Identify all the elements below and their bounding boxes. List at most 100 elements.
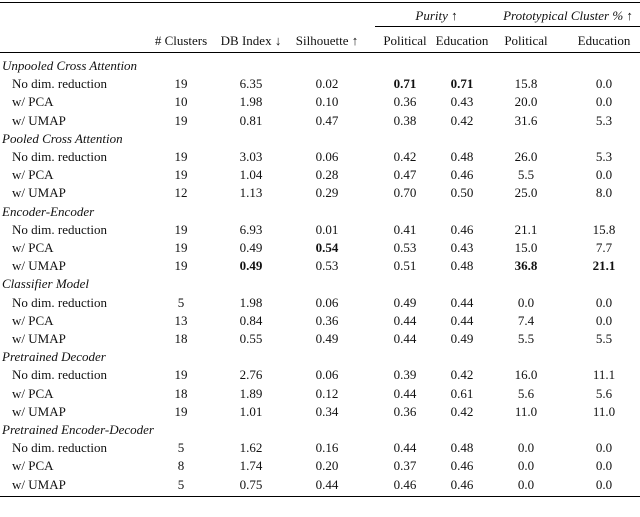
cell: 0.42: [450, 112, 474, 128]
cell: 5: [177, 294, 185, 310]
cell: 1.62: [239, 440, 263, 456]
cell: 0.44: [450, 312, 474, 328]
cell: 5.3: [595, 112, 613, 128]
cell: 5.6: [595, 385, 613, 401]
cell: 0.0: [595, 76, 613, 92]
cell: 0.44: [393, 385, 417, 401]
cell: 0.0: [595, 476, 613, 492]
row-label: w/ PCA: [12, 312, 54, 328]
cell: 0.0: [517, 458, 535, 474]
group-rule: [375, 26, 498, 27]
cell: 0.75: [239, 476, 263, 492]
section-title: Pooled Cross Attention: [2, 130, 123, 146]
cell: 11.1: [592, 367, 616, 383]
cell: 0.71: [393, 76, 417, 92]
cell: 1.74: [239, 458, 263, 474]
cell: 8.0: [595, 185, 613, 201]
cell: 0.48: [450, 440, 474, 456]
cell: 5.5: [595, 331, 613, 346]
cell: 0.36: [393, 403, 417, 419]
row-label: w/ PCA: [12, 385, 54, 401]
row-label: w/ UMAP: [12, 403, 66, 419]
cell: 0.49: [315, 331, 339, 346]
cell: 19: [174, 240, 188, 255]
cell: 0.47: [315, 112, 339, 128]
cell: 0.36: [315, 312, 339, 328]
cell: 0.10: [315, 94, 339, 110]
cell: 0.01: [315, 221, 339, 237]
cell: 15.8: [514, 76, 538, 92]
cell: 19: [174, 367, 188, 383]
top-rule: [0, 2, 640, 3]
cell: 0.53: [315, 258, 339, 274]
column-header: DB Index ↓: [220, 33, 282, 48]
cell: 7.4: [517, 312, 535, 328]
cell: 0.46: [450, 458, 474, 474]
cell: 0.84: [239, 312, 263, 328]
cell: 18: [174, 331, 188, 346]
row-label: w/ UMAP: [12, 258, 66, 274]
row-label: w/ PCA: [12, 94, 54, 110]
row-label: w/ UMAP: [12, 476, 66, 492]
cell: 0.46: [450, 167, 474, 183]
cell: 0.06: [315, 367, 339, 383]
section-title: Pretrained Decoder: [2, 349, 106, 365]
cell: 0.47: [393, 167, 417, 183]
cell: 0.46: [393, 476, 417, 492]
group-header: Purity ↑: [415, 8, 458, 23]
cell: 5: [177, 440, 185, 456]
cell: 0.49: [239, 240, 263, 255]
column-header: Education: [435, 33, 489, 48]
cell: 0.43: [450, 94, 474, 110]
cell: 0.12: [315, 385, 339, 401]
row-label: w/ PCA: [12, 167, 54, 183]
cell: 0.48: [450, 258, 474, 274]
cell: 0.54: [315, 240, 339, 255]
column-header: Political: [383, 33, 427, 48]
cell: 0.06: [315, 294, 339, 310]
cell: 0.51: [393, 258, 417, 274]
cell: 0.44: [393, 440, 417, 456]
cell: 0.0: [517, 440, 535, 456]
cell: 5.3: [595, 149, 613, 164]
cell: 0.70: [393, 185, 417, 201]
column-header: Education: [577, 33, 631, 48]
section-title: Unpooled Cross Attention: [2, 58, 138, 73]
cell: 0.28: [315, 167, 339, 183]
cell: 0.16: [315, 440, 339, 456]
section-title: Encoder-Encoder: [2, 203, 95, 219]
cell: 1.98: [239, 294, 263, 310]
cell: 0.49: [450, 331, 474, 346]
cell: 0.38: [393, 112, 417, 128]
cell: 0.29: [315, 185, 339, 201]
bottom-rule: [0, 496, 640, 497]
group-rule: [496, 26, 640, 27]
cell: 26.0: [514, 149, 538, 164]
cell: 3.03: [239, 149, 263, 164]
cell: 19: [174, 403, 188, 419]
cell: 19: [174, 149, 188, 164]
cell: 0.0: [595, 294, 613, 310]
cell: 0.46: [450, 476, 474, 492]
cell: 0.43: [450, 240, 474, 255]
cell: 6.35: [239, 76, 263, 92]
group-header: Prototypical Cluster % ↑: [503, 8, 633, 23]
row-label: No dim. reduction: [12, 76, 107, 92]
column-header: # Clusters: [154, 33, 208, 48]
cell: 5.5: [517, 167, 535, 183]
row-label: w/ UMAP: [12, 112, 66, 128]
cell: 0.34: [315, 403, 339, 419]
cell: 0.46: [450, 221, 474, 237]
cell: 8: [177, 458, 185, 474]
cell: 19: [174, 221, 188, 237]
cell: 0.02: [315, 76, 339, 92]
row-label: w/ UMAP: [12, 331, 66, 346]
cell: 0.42: [393, 149, 417, 164]
cell: 0.37: [393, 458, 417, 474]
cell: 0.20: [315, 458, 339, 474]
cell: 0.36: [393, 94, 417, 110]
cell: 19: [174, 258, 188, 274]
cell: 1.89: [239, 385, 263, 401]
column-header: Silhouette ↑: [295, 33, 359, 48]
cell: 0.53: [393, 240, 417, 255]
